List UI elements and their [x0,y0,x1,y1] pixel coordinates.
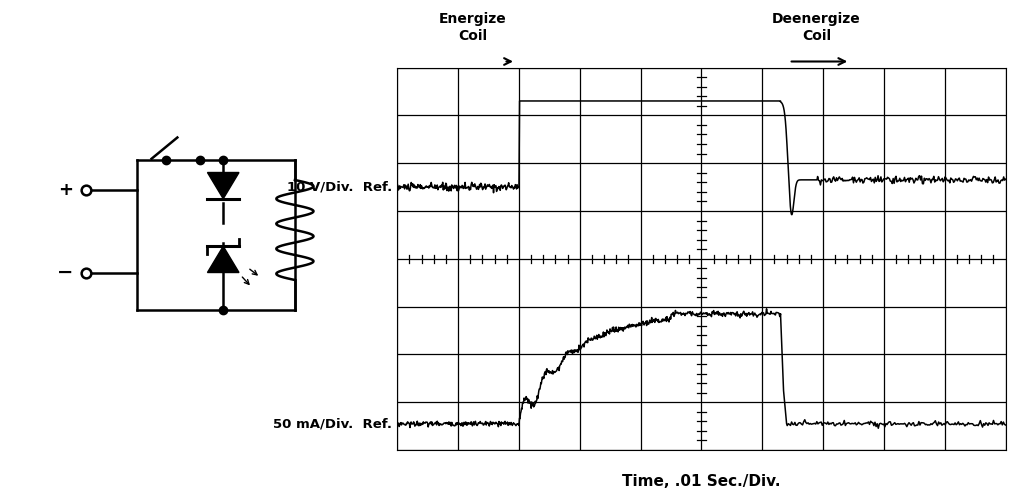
Text: −: − [57,263,74,282]
Text: 50 mA/Div.  Ref.: 50 mA/Div. Ref. [273,417,392,430]
Text: Time, .01 Sec./Div.: Time, .01 Sec./Div. [623,474,780,489]
Text: Deenergize
Coil: Deenergize Coil [772,12,861,42]
Text: +: + [58,181,73,199]
Text: 10 V/Div.  Ref.: 10 V/Div. Ref. [287,180,392,194]
Polygon shape [208,246,239,272]
Polygon shape [208,172,239,199]
Text: Energize
Coil: Energize Coil [439,12,507,42]
